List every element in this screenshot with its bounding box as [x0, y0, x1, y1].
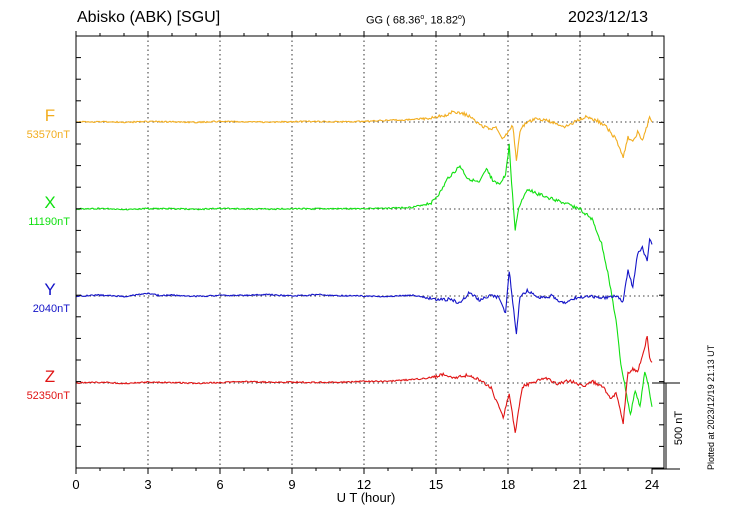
series-line-x [75, 143, 653, 417]
baseline-value-f: 53570nT [27, 129, 71, 141]
series-line-y [76, 237, 653, 335]
coord-longitude: , 18.82 [424, 14, 458, 27]
degree-mark: o [420, 14, 425, 21]
x-tick-label: 6 [216, 477, 223, 492]
x-tick-label: 0 [72, 477, 79, 492]
series-line-f [75, 110, 653, 161]
x-tick-label: 21 [573, 477, 587, 492]
baseline-guides [76, 121, 664, 384]
scale-bar-label: 500 nT [673, 411, 685, 446]
scale-bar: 500 nT [652, 382, 685, 470]
x-tick-label: 15 [429, 477, 443, 492]
baseline-value-z: 52350nT [27, 390, 71, 402]
x-tick-label: 18 [501, 477, 515, 492]
series-line-z [75, 335, 653, 433]
coordinates: GG ( 68.36o, 18.82o) [366, 14, 466, 27]
x-tick-label: 12 [357, 477, 371, 492]
x-tick-label: 9 [288, 477, 295, 492]
series-name-y: Y [44, 280, 55, 299]
x-tick-labels: 0 3 6 9 12 15 18 21 24 [72, 477, 659, 492]
degree-mark: o [457, 14, 462, 21]
baseline-value-x: 11190nT [28, 216, 70, 228]
series-name-z: Z [45, 367, 55, 386]
series-lines [75, 110, 653, 433]
date-label: 2023/12/13 [568, 9, 649, 26]
baseline-value-y: 2040nT [33, 303, 71, 315]
axis-ticks [75, 31, 664, 474]
coord-close: ) [461, 14, 466, 27]
x-tick-label: 24 [645, 477, 659, 492]
x-axis-label: U T (hour) [337, 490, 396, 505]
plot-frame [75, 35, 665, 469]
series-name-f: F [45, 106, 55, 125]
plotted-note: Plotted at 2023/12/19 21:13 UT [706, 344, 716, 470]
coord-latitude: GG ( 68.36 [366, 14, 421, 27]
series-name-x: X [44, 193, 55, 212]
series-labels: F 53570nT X 11190nT Y 2040nT Z 52350nT [27, 106, 71, 402]
vertical-grid [147, 36, 581, 468]
x-tick-label: 3 [144, 477, 151, 492]
station-title: Abisko (ABK) [SGU] [77, 9, 221, 26]
